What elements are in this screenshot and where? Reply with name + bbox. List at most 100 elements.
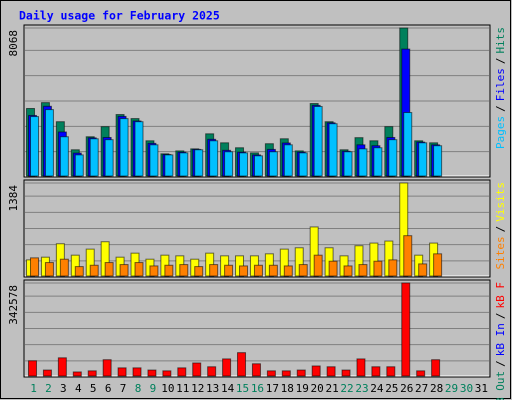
legend: Sites / Visits [494, 182, 507, 270]
x-tick-label: 11 [176, 382, 189, 395]
bar [356, 358, 366, 377]
bar [134, 121, 144, 177]
legend: Pages / Files / Hits [494, 27, 507, 149]
bar [433, 253, 443, 277]
x-tick-label: 10 [161, 382, 174, 395]
bar [117, 367, 127, 377]
y-tick-label: 342578 [7, 285, 20, 325]
legend-separator: / [494, 360, 507, 367]
legend-entry: Sites [494, 236, 507, 269]
bar [268, 264, 278, 277]
bar [358, 264, 368, 277]
bar [328, 123, 338, 177]
bar [209, 264, 219, 277]
bar [311, 365, 321, 377]
bar [386, 366, 396, 377]
bar [418, 142, 428, 177]
bar [74, 266, 84, 277]
bar [373, 147, 383, 177]
bar [177, 367, 187, 377]
bar [207, 366, 217, 377]
x-tick-label: 26 [400, 382, 413, 395]
bar [59, 136, 69, 177]
y-tick-label: 1384 [7, 185, 20, 212]
legend-entry: Visits [494, 182, 507, 222]
bar [44, 109, 54, 177]
x-tick-label: 4 [75, 382, 82, 395]
bar [57, 357, 67, 377]
legend-separator: / [494, 226, 507, 233]
bar [149, 144, 159, 177]
x-tick-label: 28 [430, 382, 443, 395]
bar [251, 363, 261, 377]
bar [237, 352, 247, 377]
bar [298, 152, 308, 177]
bar [373, 260, 383, 277]
bar [313, 254, 323, 277]
y-tick-label: 8068 [7, 30, 20, 57]
legend-entry: Hits [494, 27, 507, 54]
x-tick-label: 7 [120, 382, 127, 395]
bar [296, 369, 306, 377]
x-tick-label: 29 [445, 382, 458, 395]
bar [239, 152, 249, 177]
x-tick-label: 23 [355, 382, 368, 395]
bar [326, 366, 336, 377]
bar [358, 148, 368, 177]
x-tick-label: 15 [236, 382, 249, 395]
legend-entry: Pages [494, 116, 507, 149]
x-tick-label: 24 [370, 382, 384, 395]
bar [341, 369, 351, 377]
bar [44, 262, 54, 277]
bar [313, 105, 323, 177]
x-tick-label: 21 [325, 382, 338, 395]
x-tick-label: 31 [475, 382, 488, 395]
bar [89, 138, 99, 177]
bar [194, 266, 204, 277]
bar [343, 265, 353, 277]
bar [28, 360, 37, 377]
bar [42, 369, 52, 377]
bar [194, 149, 204, 177]
bar [371, 366, 381, 377]
bar [192, 362, 202, 377]
bar [132, 367, 142, 377]
x-tick-label: 1 [30, 382, 37, 395]
bar [403, 112, 413, 177]
bar [298, 264, 308, 277]
x-tick-label: 19 [296, 382, 309, 395]
bar [283, 265, 293, 277]
bar [162, 370, 172, 377]
x-tick-label: 16 [251, 382, 264, 395]
bar [253, 155, 263, 177]
bar [224, 264, 234, 277]
x-tick-label: 27 [415, 382, 428, 395]
x-tick-label: 25 [385, 382, 398, 395]
bar [343, 151, 353, 177]
bar [431, 359, 441, 377]
bar [119, 118, 129, 177]
bar [266, 370, 276, 377]
bar [72, 371, 82, 377]
bar [164, 264, 174, 277]
x-tick-label: 8 [135, 382, 142, 395]
bar [328, 260, 338, 277]
chart-title: Daily usage for February 2025 [19, 9, 220, 23]
x-tick-label: 13 [206, 382, 219, 395]
x-tick-label: 12 [191, 382, 204, 395]
bar [253, 264, 263, 277]
x-tick-label: 9 [150, 382, 157, 395]
x-tick-label: 6 [105, 382, 112, 395]
bar [102, 359, 112, 377]
bar [401, 282, 411, 377]
bar [59, 258, 69, 277]
x-tick-label: 20 [311, 382, 324, 395]
bar [283, 144, 293, 177]
x-tick-label: 18 [281, 382, 294, 395]
bar [30, 116, 39, 177]
x-tick-label: 17 [266, 382, 279, 395]
x-tick-label: 3 [60, 382, 67, 395]
bar [179, 264, 189, 277]
